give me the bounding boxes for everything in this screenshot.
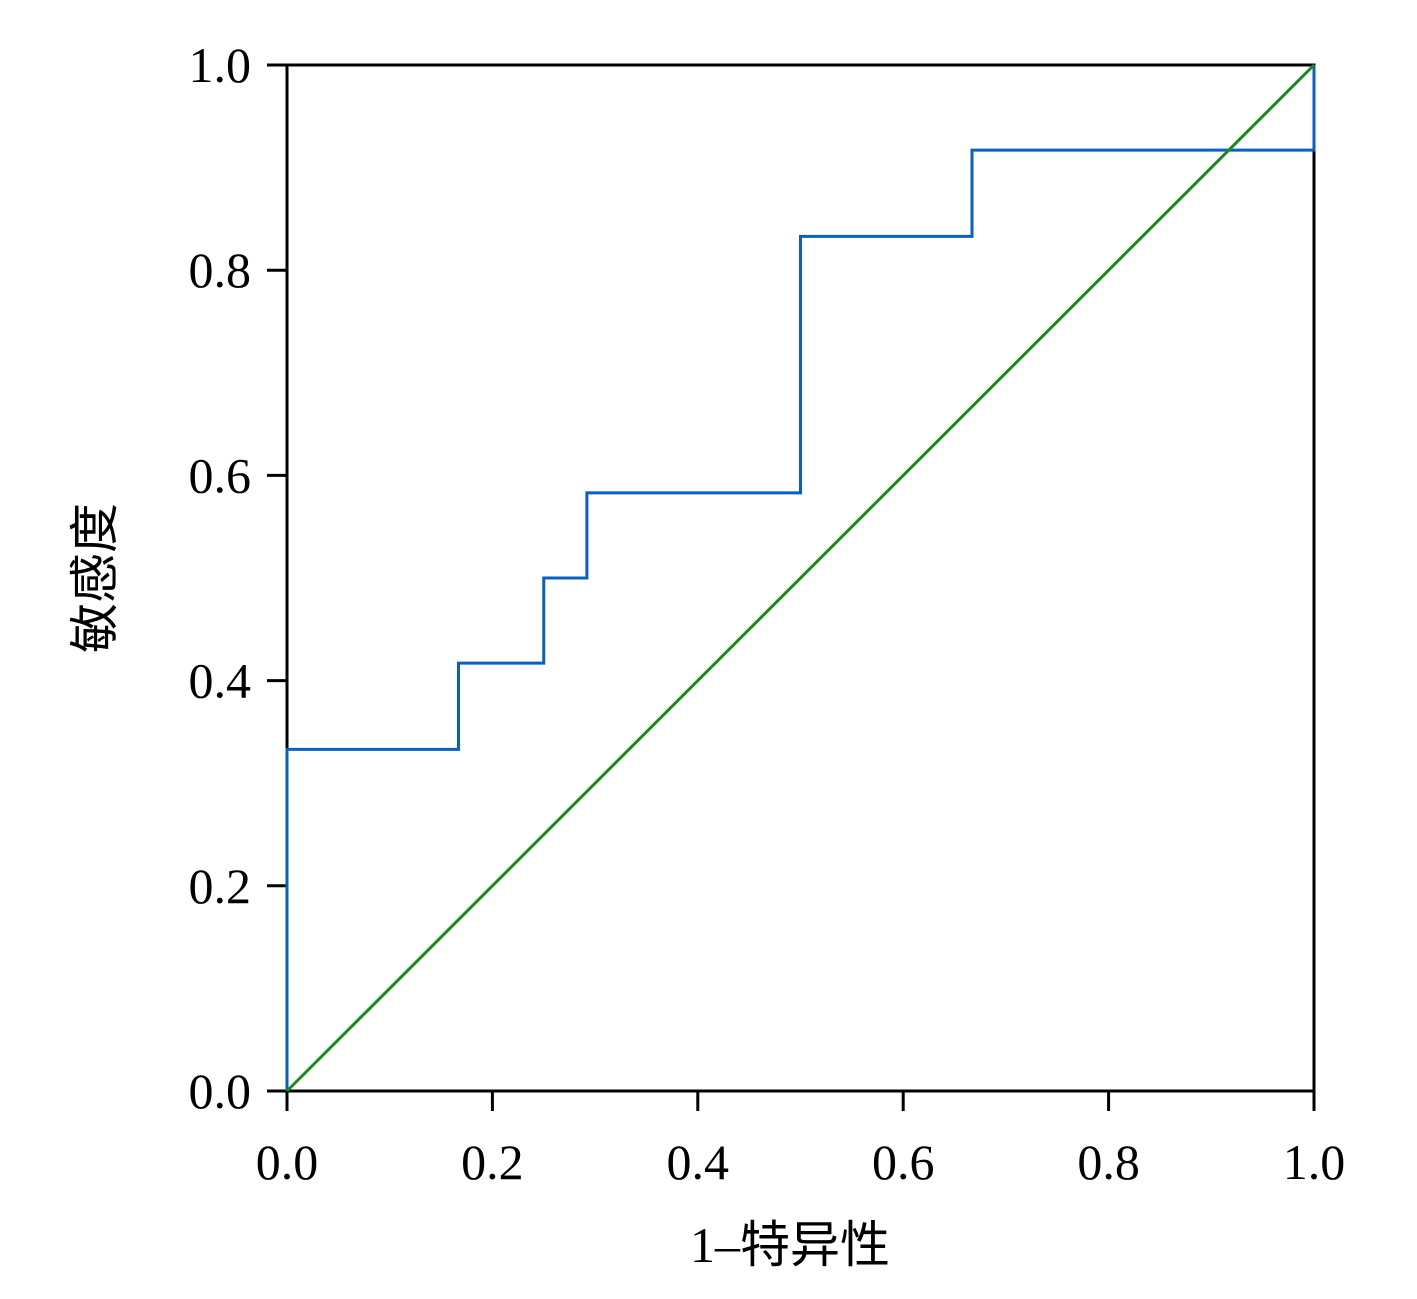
y-tick-label: 0.8 bbox=[189, 242, 252, 298]
y-tick-label: 1.0 bbox=[189, 37, 252, 93]
x-tick-label: 1.0 bbox=[1283, 1134, 1346, 1190]
series-line bbox=[285, 63, 1316, 1093]
y-tick-label: 0.0 bbox=[189, 1063, 252, 1119]
x-tick-label: 0.4 bbox=[667, 1134, 730, 1190]
x-tick-label: 0.8 bbox=[1077, 1134, 1140, 1190]
series-line bbox=[285, 65, 1316, 1091]
y-tick-label: 0.4 bbox=[189, 653, 252, 709]
plot-frame bbox=[285, 63, 1316, 1093]
x-tick-label: 0.2 bbox=[461, 1134, 524, 1190]
y-axis-label: 敏感度 bbox=[67, 503, 123, 653]
x-axis-label: 1–特异性 bbox=[690, 1217, 890, 1273]
y-tick-label: 0.2 bbox=[189, 858, 252, 914]
x-tick-label: 0.6 bbox=[872, 1134, 935, 1190]
x-tick-label: 0.0 bbox=[256, 1134, 319, 1190]
y-tick-label: 0.6 bbox=[189, 447, 252, 503]
